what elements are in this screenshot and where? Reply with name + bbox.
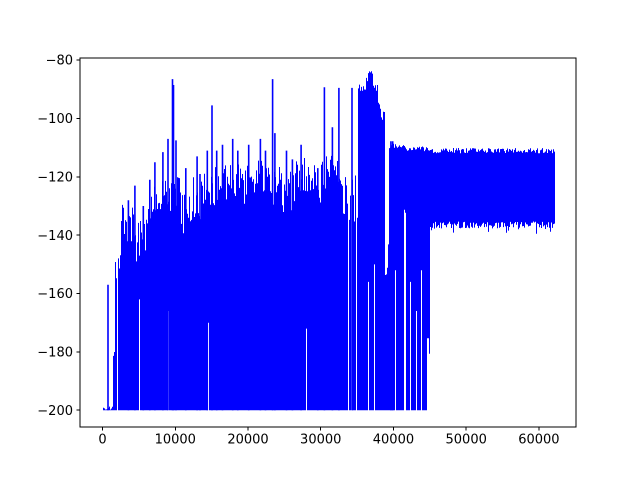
x-tick-label: 40000 (373, 432, 414, 447)
signal-spikes (107, 79, 394, 411)
y-tick-label: −80 (46, 54, 73, 69)
x-tick-label: 50000 (446, 432, 487, 447)
y-tick-label: −100 (37, 112, 73, 127)
x-tick-label: 60000 (518, 432, 559, 447)
x-tick-label: 30000 (300, 432, 341, 447)
x-tick-label: 20000 (227, 432, 268, 447)
y-tick-label: −160 (37, 287, 73, 302)
signal-trace (103, 71, 555, 411)
axes-spines (79, 57, 577, 428)
x-tick-label: 10000 (155, 432, 196, 447)
x-tick-label: 0 (98, 432, 106, 447)
y-tick-label: −120 (37, 170, 73, 185)
y-tick-label: −180 (37, 345, 73, 360)
y-tick-label: −200 (37, 404, 73, 419)
y-tick-label: −140 (37, 229, 73, 244)
